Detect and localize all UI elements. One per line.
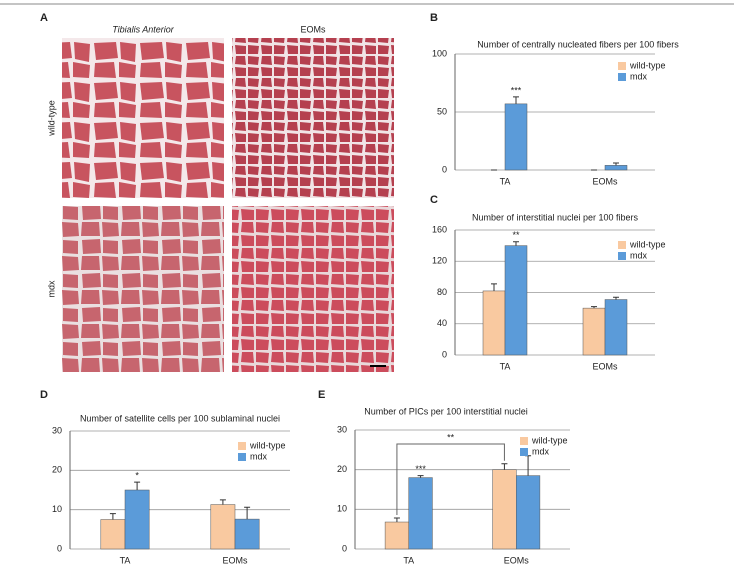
y-tick-label: 10 xyxy=(337,504,347,514)
bar xyxy=(604,299,628,356)
significance-label: * xyxy=(135,471,139,481)
error-bar xyxy=(613,296,619,300)
chart-title: Number of PICs per 100 interstitial nucl… xyxy=(364,406,528,416)
error-bar xyxy=(417,475,424,478)
significance-bracket xyxy=(396,443,505,516)
error-bar xyxy=(134,481,141,490)
legend-label: wild-type xyxy=(629,239,666,249)
y-tick-label: 20 xyxy=(337,464,347,474)
y-tick-label: 40 xyxy=(437,318,447,328)
x-tick-label: EOMs xyxy=(592,361,618,371)
legend-label: mdx xyxy=(630,71,648,81)
error-bar xyxy=(393,517,400,523)
y-tick-label: 0 xyxy=(442,349,447,359)
x-tick-label: TA xyxy=(403,555,414,565)
significance-label: *** xyxy=(511,85,522,95)
legend-swatch xyxy=(520,437,528,445)
bar xyxy=(210,504,236,550)
bar xyxy=(582,307,606,356)
bar xyxy=(408,477,433,550)
bar xyxy=(492,469,517,550)
error-bar xyxy=(244,506,251,520)
histology-image xyxy=(232,206,394,372)
panel-label: D xyxy=(40,389,48,401)
column-title: EOMs xyxy=(300,24,326,34)
panel-label: E xyxy=(318,389,325,401)
y-tick-label: 10 xyxy=(52,504,62,514)
error-bar xyxy=(591,306,597,309)
legend-label: wild-type xyxy=(249,440,286,450)
x-tick-label: EOMs xyxy=(222,555,248,565)
row-title: wild-type xyxy=(46,100,56,137)
error-bar xyxy=(525,455,532,476)
legend-label: wild-type xyxy=(629,60,666,70)
significance-label: ** xyxy=(512,230,520,240)
bar xyxy=(100,519,126,550)
legend-swatch xyxy=(238,442,246,450)
legend-label: mdx xyxy=(630,250,648,260)
legend-label: wild-type xyxy=(531,435,568,445)
x-tick-label: TA xyxy=(500,361,511,371)
legend-swatch xyxy=(618,252,626,260)
x-tick-label: TA xyxy=(120,555,131,565)
legend-swatch xyxy=(618,62,626,70)
histology-image xyxy=(62,206,224,372)
significance-label: *** xyxy=(415,464,426,474)
legend-swatch xyxy=(238,453,246,461)
y-tick-label: 0 xyxy=(442,164,447,174)
chart-title: Number of interstitial nuclei per 100 fi… xyxy=(472,212,639,222)
y-tick-label: 100 xyxy=(432,48,447,58)
significance-label: ** xyxy=(447,432,455,442)
x-tick-label: EOMs xyxy=(504,555,530,565)
error-bar xyxy=(513,96,519,104)
y-tick-label: 0 xyxy=(342,543,347,553)
panel-label: A xyxy=(40,12,48,24)
column-title: Tibialis Anterior xyxy=(112,24,175,34)
legend-swatch xyxy=(520,448,528,456)
chart-title: Number of centrally nucleated fibers per… xyxy=(477,39,679,49)
legend-label: mdx xyxy=(250,451,268,461)
y-tick-label: 160 xyxy=(432,224,447,234)
error-bar xyxy=(513,241,519,246)
chart-title: Number of satellite cells per 100 sublam… xyxy=(80,413,280,423)
legend-label: mdx xyxy=(532,446,550,456)
bar xyxy=(482,290,506,356)
bar xyxy=(124,489,150,550)
error-bar xyxy=(491,283,497,291)
x-tick-label: EOMs xyxy=(592,176,618,186)
bar xyxy=(604,165,628,171)
y-tick-label: 30 xyxy=(337,424,347,434)
bar xyxy=(516,475,541,550)
error-bar xyxy=(109,513,116,520)
bar xyxy=(504,103,528,171)
x-tick-label: TA xyxy=(500,176,511,186)
bar xyxy=(504,245,528,356)
y-tick-label: 30 xyxy=(52,425,62,435)
histology-image xyxy=(232,38,394,198)
legend-swatch xyxy=(618,241,626,249)
y-tick-label: 50 xyxy=(437,106,447,116)
y-tick-label: 120 xyxy=(432,256,447,266)
y-tick-label: 80 xyxy=(437,287,447,297)
legend-swatch xyxy=(618,73,626,81)
bar xyxy=(384,521,410,550)
panel-label: C xyxy=(430,194,438,206)
error-bar xyxy=(501,463,508,470)
y-tick-label: 0 xyxy=(57,543,62,553)
y-tick-label: 20 xyxy=(52,465,62,475)
bar xyxy=(234,518,260,550)
histology-image xyxy=(62,38,224,198)
panel-label: B xyxy=(430,12,438,24)
error-bar xyxy=(219,499,226,505)
row-title: mdx xyxy=(46,280,56,298)
error-bar xyxy=(613,162,619,166)
